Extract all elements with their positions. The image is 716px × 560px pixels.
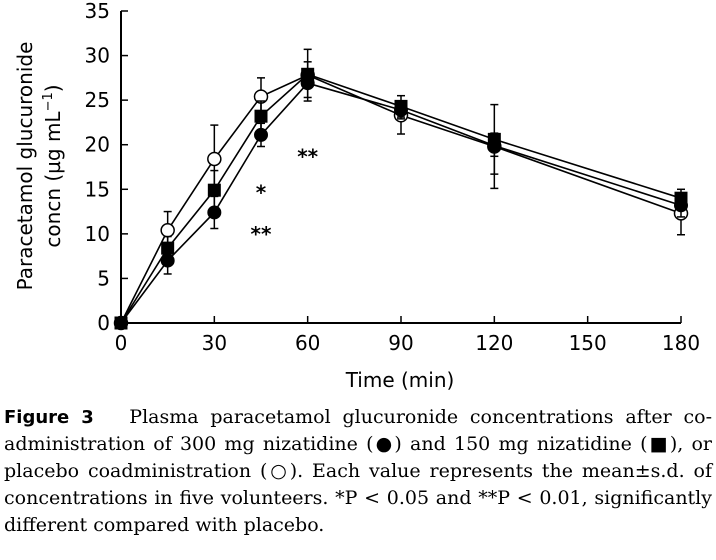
data-point — [160, 223, 175, 238]
y-axis-label-prefix: concn (µg mL — [41, 111, 65, 248]
figure-caption: Figure 3 Plasma paracetamol glucuronide … — [4, 404, 712, 539]
significance-marker: ** — [297, 145, 318, 169]
data-point — [394, 102, 408, 117]
significance-marker: ** — [251, 222, 272, 246]
series-line — [120, 73, 682, 324]
x-tick-label: 0 — [115, 331, 128, 355]
y-tick-label: 25 — [85, 88, 110, 112]
chart-axes — [120, 11, 681, 324]
x-tick-label: 90 — [388, 331, 413, 355]
y-tick-label: 30 — [85, 44, 110, 68]
data-point — [207, 205, 222, 220]
caption-text: Plasma paracetamol glucuronide concentra… — [4, 406, 712, 536]
chart-series — [113, 48, 689, 331]
y-tick-label: 0 — [97, 311, 110, 335]
data-point — [254, 109, 268, 123]
data-point — [674, 198, 688, 213]
series-line — [120, 74, 682, 324]
figure-label: Figure 3 — [4, 407, 94, 428]
y-axis-label-sup: −1 — [41, 92, 56, 111]
data-point — [207, 151, 222, 167]
chart-ticks: 0 5 10 15 20 25 30 35 0 30 60 90 120 150 180 — [85, 0, 701, 355]
y-tick-label: 20 — [85, 133, 110, 157]
x-tick-label: 150 — [569, 331, 607, 355]
data-point — [160, 253, 175, 268]
significance-marker: * — [256, 180, 267, 204]
y-axis-label-line2: concn (µg mL−1) — [41, 84, 65, 247]
x-tick-label: 30 — [202, 331, 227, 355]
y-tick-label: 15 — [85, 177, 110, 201]
y-tick-label: 5 — [97, 266, 110, 290]
chart-annotations: ***** — [251, 145, 319, 247]
x-tick-label: 180 — [662, 331, 700, 355]
y-axis-label-line1: Paracetamol glucuronide — [13, 42, 37, 291]
y-tick-label: 10 — [85, 222, 110, 246]
data-point — [207, 183, 221, 197]
y-axis-label-suffix: ) — [41, 84, 65, 92]
series-line — [120, 82, 682, 324]
series-circle-filled — [114, 68, 688, 330]
data-point — [114, 316, 128, 330]
series-circle-open — [113, 48, 689, 331]
x-tick-label: 120 — [475, 331, 513, 355]
data-point — [254, 127, 268, 142]
x-tick-label: 60 — [295, 331, 320, 355]
x-axis-label: Time (min) — [345, 368, 455, 392]
data-point — [487, 138, 502, 153]
data-point — [300, 76, 315, 91]
y-tick-label: 35 — [85, 0, 110, 23]
